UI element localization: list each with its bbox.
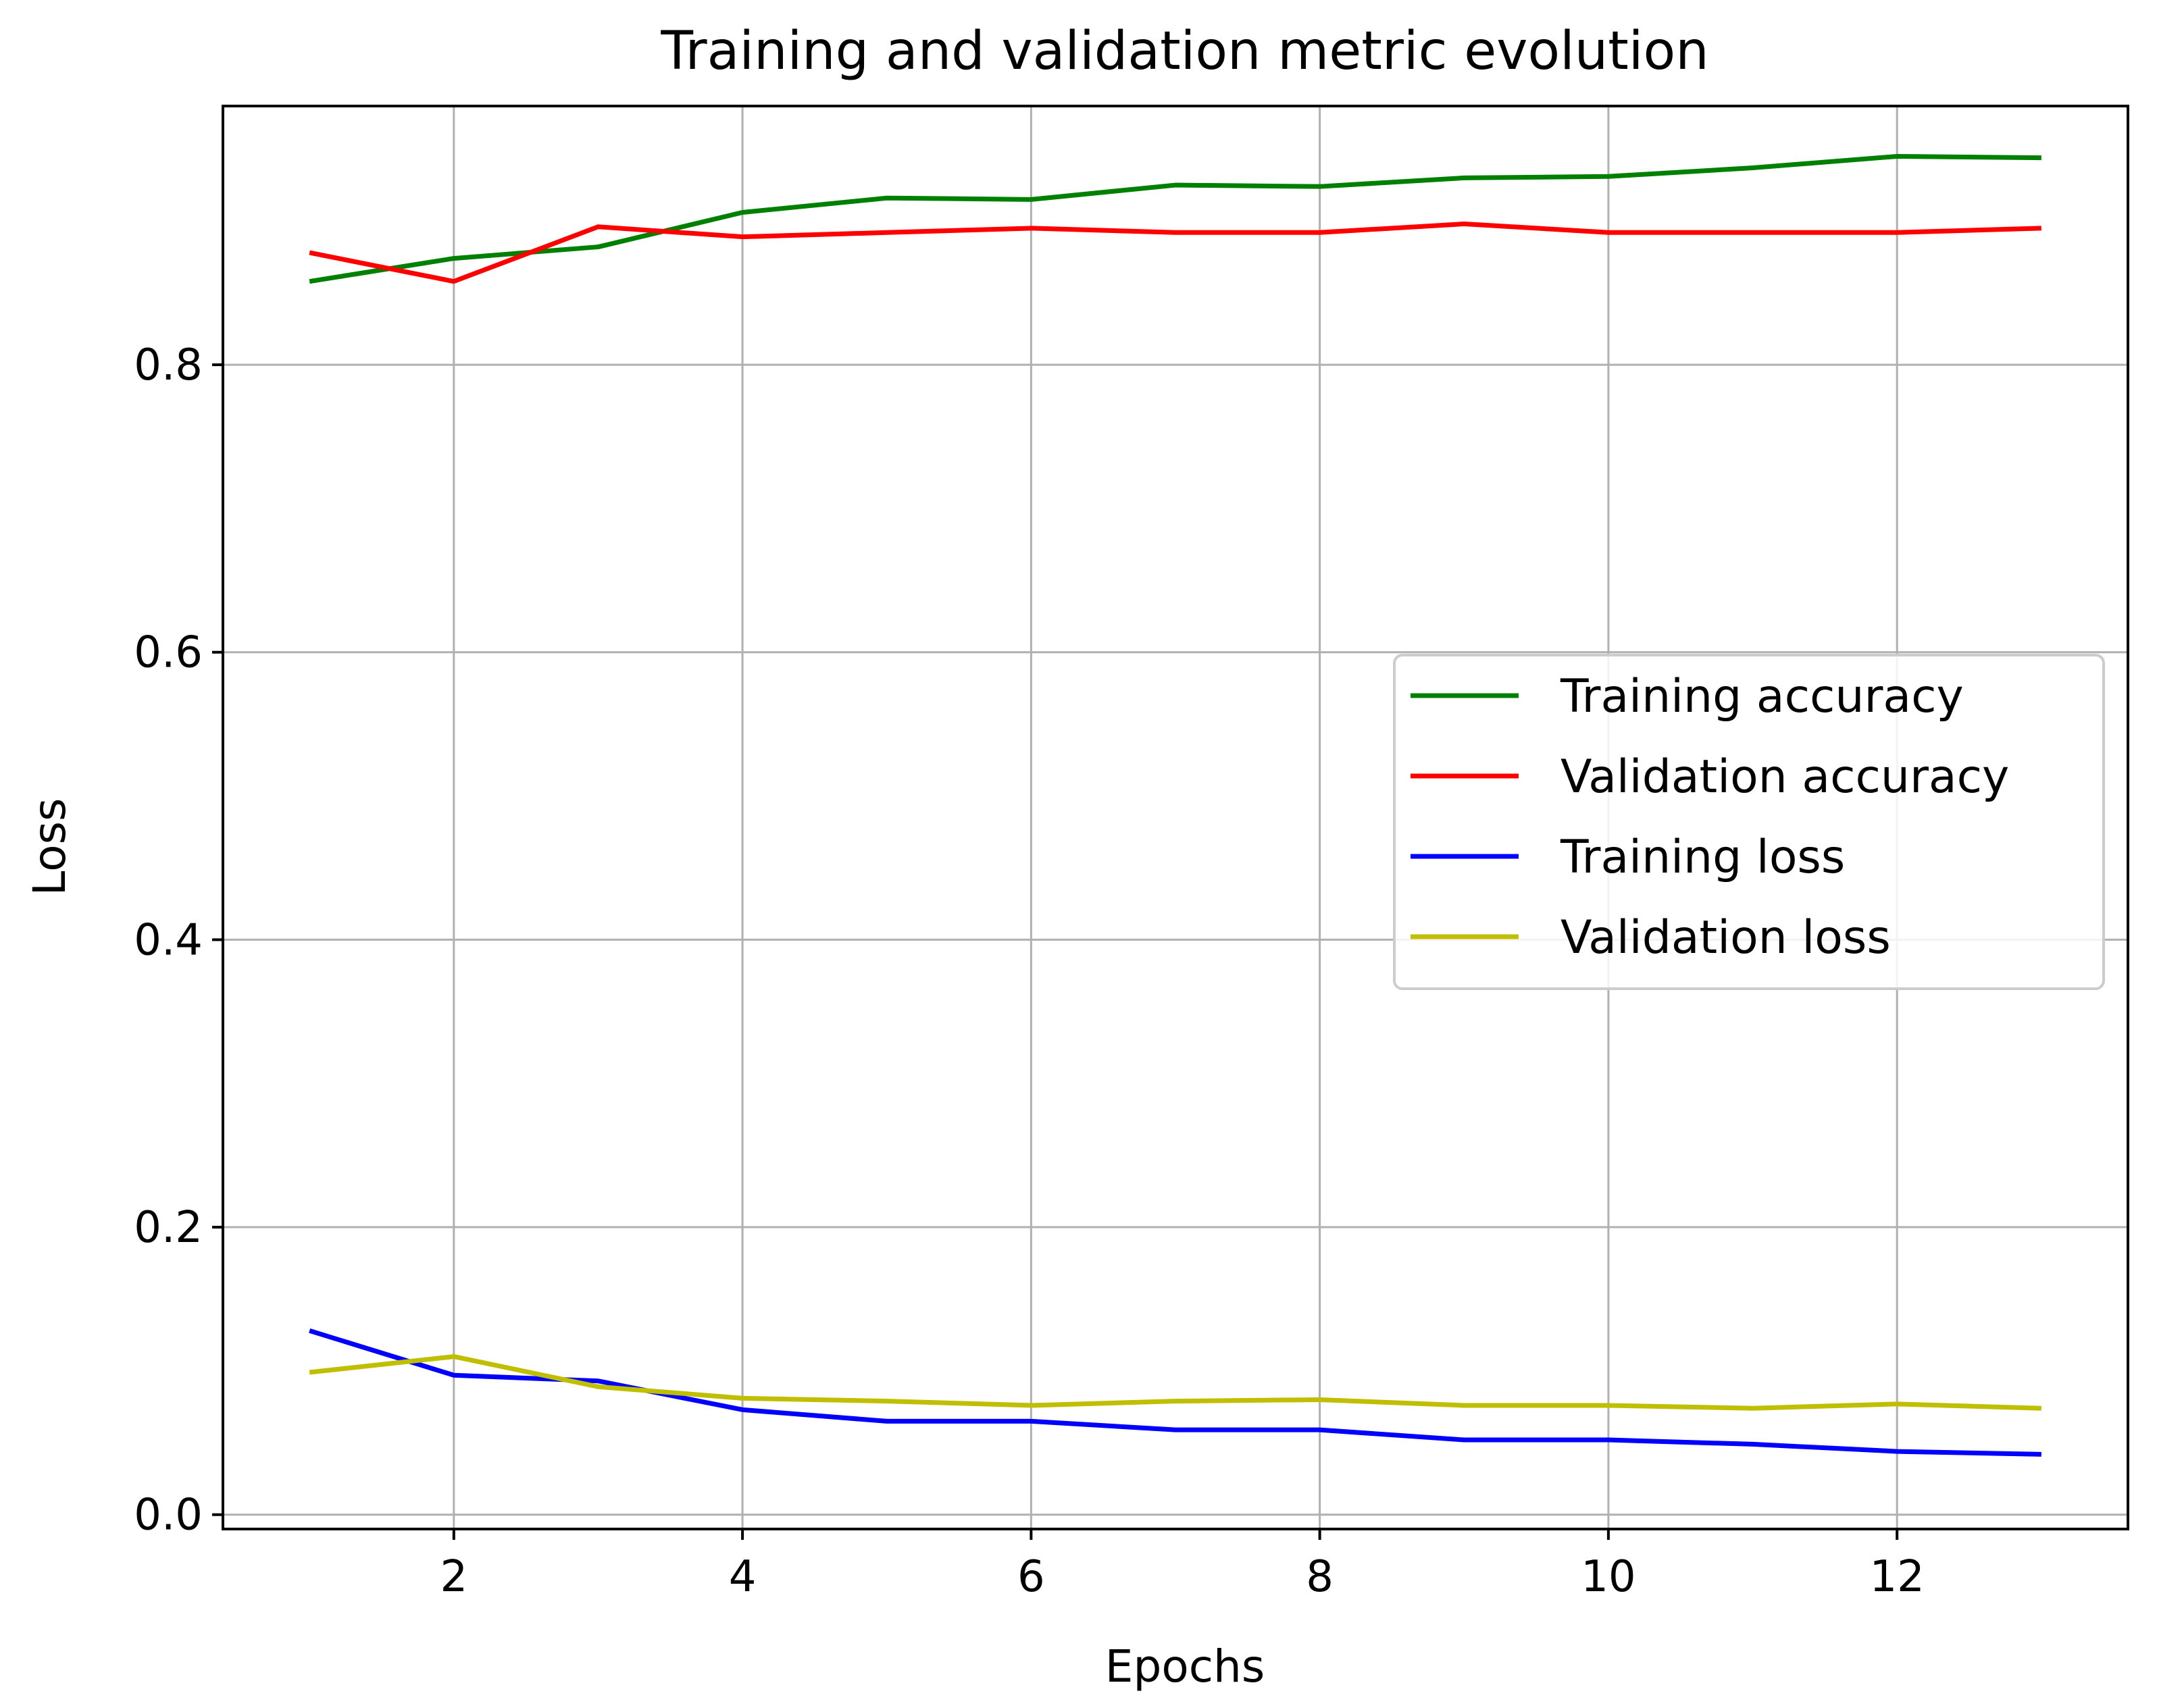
legend-label: Training loss <box>1560 831 1845 884</box>
legend-box <box>1393 654 2105 990</box>
series-line-training-accuracy <box>309 153 2041 284</box>
legend: Training accuracy Validation accuracy Trai… <box>1393 654 2105 990</box>
x-tick-label: 12 <box>1869 1552 1924 1602</box>
x-tick-label: 2 <box>440 1552 467 1602</box>
y-tick-label: 0.8 <box>134 340 203 390</box>
legend-label: Validation accuracy <box>1560 750 2009 804</box>
plot-frame <box>222 105 2129 1530</box>
chart-title: Training and validation metric evolution <box>660 21 1708 82</box>
legend-label: Validation loss <box>1560 911 1891 964</box>
x-tick-label: 8 <box>1306 1552 1334 1602</box>
grid <box>223 106 2128 1529</box>
y-tick-label: 0.6 <box>134 628 203 678</box>
y-tick-label: 0.4 <box>134 915 203 965</box>
x-axis-label: Epochs <box>1105 1640 1265 1692</box>
y-tick-label: 0.0 <box>134 1491 203 1541</box>
series-line-training-loss <box>309 1328 2041 1457</box>
x-tick-label: 6 <box>1017 1552 1045 1602</box>
series-lines <box>309 153 2041 1457</box>
x-tick-label: 4 <box>729 1552 757 1602</box>
legend-label: Training accuracy <box>1560 670 1964 723</box>
series-line-validation-accuracy <box>309 222 2041 284</box>
y-axis-label: Loss <box>24 798 76 896</box>
y-tick-label: 0.2 <box>134 1203 203 1253</box>
axis-ticks: 2 4 6 8 10 12 0.0 0.2 0.4 0.6 0.8 <box>134 340 1925 1602</box>
series-line-validation-loss <box>309 1354 2041 1411</box>
x-tick-label: 10 <box>1581 1552 1635 1602</box>
